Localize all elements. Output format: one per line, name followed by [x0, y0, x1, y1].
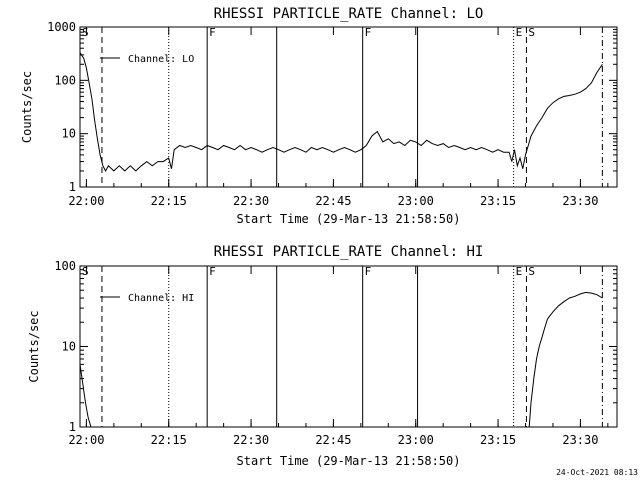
x-tick-label: 22:45 [315, 194, 351, 208]
timestamp-footer: 24-Oct-2021 08:13 [556, 468, 638, 477]
x-tick-label: 23:15 [480, 433, 516, 447]
marker-label: S [82, 26, 89, 39]
y-axis-label: Counts/sec [20, 71, 34, 143]
series-line [79, 52, 603, 172]
x-tick-label: 22:00 [68, 433, 104, 447]
y-tick-label: 10 [62, 340, 76, 354]
marker-label: E [516, 265, 523, 278]
x-tick-label: 23:30 [562, 194, 598, 208]
y-tick-label: 1 [69, 180, 76, 194]
marker-label: S [528, 265, 535, 278]
y-tick-label: 100 [54, 259, 76, 273]
y-tick-label: 1000 [47, 20, 76, 34]
y-tick-label: 1 [69, 420, 76, 434]
legend-entry: Channel: HI [128, 293, 194, 304]
plot-frame [79, 265, 618, 428]
chart-title: RHESSI PARTICLE_RATE Channel: HI [214, 244, 484, 260]
marker-label: E [516, 26, 523, 39]
y-tick-label: 100 [54, 73, 76, 87]
plot-frame [79, 26, 618, 188]
marker-label: F [209, 26, 216, 39]
x-tick-label: 22:00 [68, 194, 104, 208]
x-tick-label: 23:15 [480, 194, 516, 208]
legend-entry: Channel: LO [128, 54, 194, 65]
x-axis-label: Start Time (29-Mar-13 21:58:50) [237, 212, 461, 226]
x-tick-label: 23:00 [398, 194, 434, 208]
y-tick-label: 10 [62, 127, 76, 141]
x-tick-label: 22:45 [315, 433, 351, 447]
x-tick-label: 22:15 [151, 433, 187, 447]
chart-panel-hi: RHESSI PARTICLE_RATE Channel: HI 22:00 22:… [27, 244, 618, 468]
x-tick-label: 22:30 [233, 433, 269, 447]
series-line [79, 291, 603, 428]
marker-label: F [209, 265, 216, 278]
x-tick-label: 23:30 [562, 433, 598, 447]
marker-label: F [365, 26, 372, 39]
x-tick-label: 22:15 [151, 194, 187, 208]
marker-label: S [528, 26, 535, 39]
chart-title: RHESSI PARTICLE_RATE Channel: LO [214, 6, 484, 22]
x-tick-label: 23:00 [398, 433, 434, 447]
marker-label: S [82, 265, 89, 278]
chart-panel-lo: RHESSI PARTICLE_RATE Channel: LO 22:00 22:… [20, 6, 618, 226]
marker-label: F [365, 265, 372, 278]
y-axis-label: Counts/sec [27, 310, 41, 382]
x-axis-label: Start Time (29-Mar-13 21:58:50) [237, 454, 461, 468]
x-tick-label: 22:30 [233, 194, 269, 208]
